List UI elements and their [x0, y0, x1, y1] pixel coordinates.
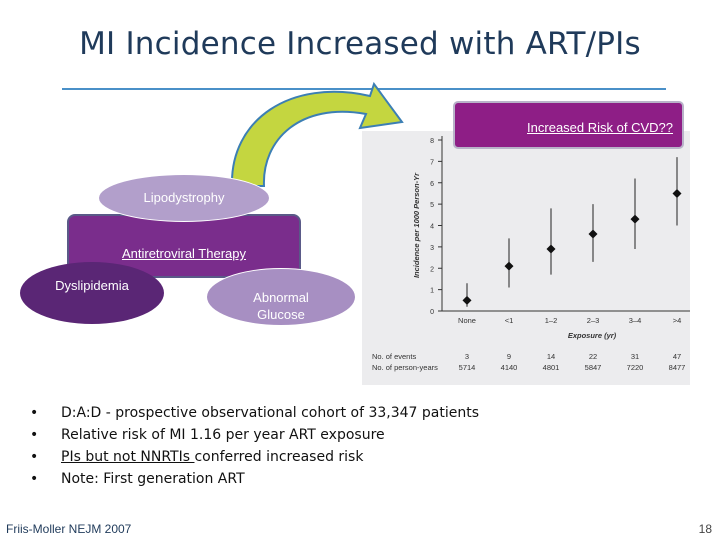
data-point: [462, 295, 472, 305]
glucose-label-line2: Glucose: [257, 307, 305, 322]
arrow-shape: [230, 81, 404, 187]
lipodystrophy-label: Lipodystrophy: [143, 190, 225, 205]
art-label: Antiretroviral Therapy: [121, 246, 247, 261]
slide-title: MI Incidence Increased with ART/PIs: [79, 26, 641, 62]
incidence-chart: 0 1 2 3 4 5 6 7 8 Incidence per 1000 Person-Yr Non…: [372, 136, 691, 372]
glucose-oval: Abnormal Glucose: [206, 268, 356, 326]
table-cell-events: 9: [507, 352, 511, 361]
x-tick-label: <1: [505, 316, 514, 325]
table-cell-events: 47: [673, 352, 681, 361]
x-tick-label: >4: [673, 316, 682, 325]
title-underline: [62, 88, 666, 90]
y-tick-label: 7: [430, 159, 434, 166]
bullet-text-3-rest: conferred increased risk: [194, 449, 364, 465]
table-cell-person-years: 7220: [627, 363, 644, 372]
bullet-marker: •: [30, 449, 39, 465]
data-point: [630, 214, 640, 224]
bullet-marker: •: [30, 405, 39, 421]
citation: Friis-Moller NEJM 2007: [6, 522, 132, 536]
x-tick-label: 1–2: [545, 316, 558, 325]
chart-panel: 0 1 2 3 4 5 6 7 8 Incidence per 1000 Person-Yr Non…: [362, 131, 691, 385]
data-point: [504, 261, 514, 271]
y-tick-label: 3: [430, 245, 434, 252]
bullet-text-3-underlined: PIs but not NNRTIs: [61, 449, 195, 465]
table-cell-events: 3: [465, 352, 469, 361]
cvd-risk-label: Increased Risk of CVD??: [527, 120, 673, 135]
glucose-label-line1: Abnormal: [253, 290, 309, 305]
table-cell-person-years: 5714: [459, 363, 476, 372]
bullet-marker: •: [30, 471, 39, 487]
cvd-risk-box: Increased Risk of CVD??: [453, 101, 684, 149]
table-row-label-person-years: No. of person-years: [372, 363, 438, 372]
table-cell-events: 22: [589, 352, 597, 361]
y-tick-label: 8: [430, 138, 434, 145]
table-cell-events: 31: [631, 352, 639, 361]
y-tick-label: 0: [430, 309, 434, 316]
data-point: [672, 188, 682, 198]
bullet-item: • Relative risk of MI 1.16 per year ART …: [30, 424, 479, 446]
y-tick-label: 1: [430, 288, 434, 295]
table-cell-person-years: 5847: [585, 363, 602, 372]
bullet-item: • D:A:D - prospective observational coho…: [30, 402, 479, 424]
data-point: [546, 244, 556, 254]
dyslipidemia-label: Dyslipidemia: [55, 278, 129, 293]
x-tick-label: None: [458, 316, 476, 325]
data-point: [588, 229, 598, 239]
table-cell-person-years: 8477: [669, 363, 686, 372]
y-tick-label: 4: [430, 224, 434, 231]
bullet-text-1: D:A:D - prospective observational cohort…: [61, 405, 480, 421]
y-tick-label: 5: [430, 202, 434, 209]
table-cell-events: 14: [547, 352, 555, 361]
table-cell-person-years: 4801: [543, 363, 560, 372]
bullet-marker: •: [30, 427, 39, 443]
y-axis-label: Incidence per 1000 Person-Yr: [412, 172, 421, 278]
bullet-text-2: Relative risk of MI 1.16 per year ART ex…: [61, 427, 385, 443]
y-tick-label: 2: [430, 266, 434, 273]
bullet-list: • D:A:D - prospective observational coho…: [30, 402, 479, 490]
x-tick-label: 3–4: [629, 316, 642, 325]
x-axis-label: Exposure (yr): [568, 331, 617, 340]
table-row-label-events: No. of events: [372, 352, 416, 361]
table-cell-person-years: 4140: [501, 363, 518, 372]
lipodystrophy-oval: Lipodystrophy: [98, 174, 270, 222]
dyslipidemia-oval: Dyslipidemia: [20, 262, 164, 324]
y-tick-label: 6: [430, 181, 434, 188]
x-tick-label: 2–3: [587, 316, 600, 325]
page-number: 18: [698, 522, 712, 536]
bullet-item: • PIs but not NNRTIs conferred increased…: [30, 446, 479, 468]
bullet-item: • Note: First generation ART: [30, 468, 479, 490]
bullet-text-4: Note: First generation ART: [61, 471, 245, 487]
